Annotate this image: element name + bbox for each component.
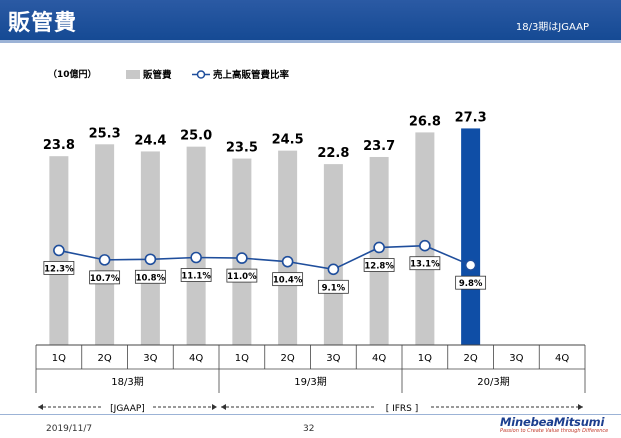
bar-6 bbox=[278, 150, 298, 345]
logo-name: MinebeaMitsumi bbox=[500, 415, 605, 429]
x-tick-label-10: 2Q bbox=[464, 353, 478, 364]
ratio-marker-6 bbox=[281, 255, 294, 268]
bar-value-label-3: 24.4 bbox=[134, 133, 166, 148]
ratio-label-box-1 bbox=[43, 261, 75, 275]
bar-value-label-10: 27.3 bbox=[455, 110, 487, 125]
chart-legend: 販管費 売上高販管費比率 bbox=[126, 69, 290, 81]
ratio-marker-9 bbox=[419, 239, 431, 252]
ratio-label-6: 10.4% bbox=[273, 276, 303, 286]
ratio-label-10: 9.8% bbox=[459, 279, 483, 289]
ratio-label-4: 11.1% bbox=[181, 272, 211, 282]
footer-date: 2019/11/7 bbox=[46, 424, 93, 434]
company-logo: MinebeaMitsumi Passion to Create Value t… bbox=[500, 415, 612, 437]
ratio-marker-2 bbox=[98, 254, 111, 266]
standard-label-bg-1 bbox=[102, 400, 153, 413]
bar-7 bbox=[323, 164, 343, 345]
x-tick-label-3: 3Q bbox=[143, 353, 157, 364]
bar-2 bbox=[95, 144, 115, 345]
period-label-3: 20/3期 bbox=[477, 376, 509, 388]
ratio-label-box-6 bbox=[272, 272, 304, 287]
standard-label-2: [ IFRS ] bbox=[386, 404, 419, 414]
bar-value-label-6: 24.5 bbox=[272, 133, 304, 148]
ratio-label-box-2 bbox=[89, 270, 121, 285]
bar-value-label-7: 22.8 bbox=[317, 146, 349, 161]
logo-tagline: Passion to Create Value through Differen… bbox=[500, 428, 609, 434]
legend-bar-swatch bbox=[126, 70, 140, 79]
standard-arrow-left-1 bbox=[38, 404, 43, 410]
x-tick-label-7: 3Q bbox=[326, 353, 340, 364]
ratio-marker-8 bbox=[373, 241, 385, 254]
bar-10 bbox=[461, 128, 481, 345]
x-tick-label-11: 3Q bbox=[509, 353, 523, 364]
standard-range-1 bbox=[38, 400, 217, 413]
page-title: 販管費 bbox=[8, 11, 78, 36]
footer-divider bbox=[0, 414, 621, 415]
standard-arrow-right-2 bbox=[578, 404, 583, 410]
x-tick-label-1: 1Q bbox=[52, 353, 66, 364]
x-tick-label-12: 4Q bbox=[555, 353, 569, 364]
legend-line-label: 売上高販管費比率 bbox=[213, 69, 290, 81]
bar-value-label-4: 25.0 bbox=[180, 129, 212, 144]
ratio-marker-10 bbox=[464, 259, 477, 271]
bar-3 bbox=[140, 151, 160, 345]
ratio-label-box-8 bbox=[363, 258, 395, 272]
ratio-line bbox=[58, 244, 471, 271]
legend-marker bbox=[196, 70, 206, 79]
x-tick-label-6: 2Q bbox=[281, 353, 295, 364]
ratio-marker-5 bbox=[236, 252, 248, 264]
bar-9 bbox=[415, 132, 435, 345]
ratio-label-box-9 bbox=[409, 256, 441, 271]
x-tick-label-8: 4Q bbox=[372, 353, 386, 364]
header-divider bbox=[0, 40, 621, 43]
ratio-label-box-7 bbox=[317, 279, 349, 294]
x-tick-label-9: 1Q bbox=[418, 353, 432, 364]
bar-value-label-9: 26.8 bbox=[409, 114, 441, 129]
ratio-label-9: 13.1% bbox=[410, 260, 440, 270]
ratio-label-box-10 bbox=[455, 275, 487, 290]
standard-label-1: [JGAAP] bbox=[110, 404, 145, 414]
ratio-marker-7 bbox=[327, 263, 340, 276]
ratio-marker-4 bbox=[190, 251, 202, 264]
x-tick-label-5: 1Q bbox=[235, 353, 249, 364]
ratio-label-box-5 bbox=[226, 268, 258, 283]
ratio-label-7: 9.1% bbox=[322, 283, 346, 293]
ratio-marker-1 bbox=[53, 244, 65, 257]
period-label-1: 18/3期 bbox=[111, 376, 143, 388]
page-number: 32 bbox=[303, 424, 315, 434]
unit-label: （10億円） bbox=[48, 68, 97, 80]
ratio-label-3: 10.8% bbox=[136, 273, 166, 283]
ratio-label-2: 10.7% bbox=[90, 274, 120, 284]
bar-value-label-5: 23.5 bbox=[226, 141, 258, 156]
standard-range-2 bbox=[221, 400, 583, 413]
accounting-note: 18/3期はJGAAP bbox=[515, 22, 589, 33]
ratio-label-1: 12.3% bbox=[44, 264, 74, 274]
x-tick-label-2: 2Q bbox=[98, 353, 112, 364]
bar-value-label-2: 25.3 bbox=[89, 126, 121, 141]
ratio-label-box-3 bbox=[134, 269, 166, 284]
bar-value-label-8: 23.7 bbox=[363, 139, 395, 154]
period-label-2: 19/3期 bbox=[294, 376, 326, 388]
ratio-label-8: 12.8% bbox=[364, 261, 394, 271]
ratio-marker-3 bbox=[144, 253, 157, 266]
bar-value-label-1: 23.8 bbox=[43, 138, 75, 153]
title-bar: 販管費 18/3期はJGAAP bbox=[0, 0, 621, 40]
ratio-label-5: 11.0% bbox=[227, 272, 257, 282]
x-tick-label-4: 4Q bbox=[189, 353, 203, 364]
bar-4 bbox=[186, 146, 206, 345]
standard-label-bg-2 bbox=[374, 400, 430, 413]
bar-5 bbox=[232, 158, 252, 345]
ratio-label-box-4 bbox=[180, 268, 212, 282]
standard-arrow-right-1 bbox=[212, 404, 217, 410]
legend-bar-label: 販管費 bbox=[143, 69, 172, 81]
standard-arrow-left-2 bbox=[221, 404, 226, 410]
